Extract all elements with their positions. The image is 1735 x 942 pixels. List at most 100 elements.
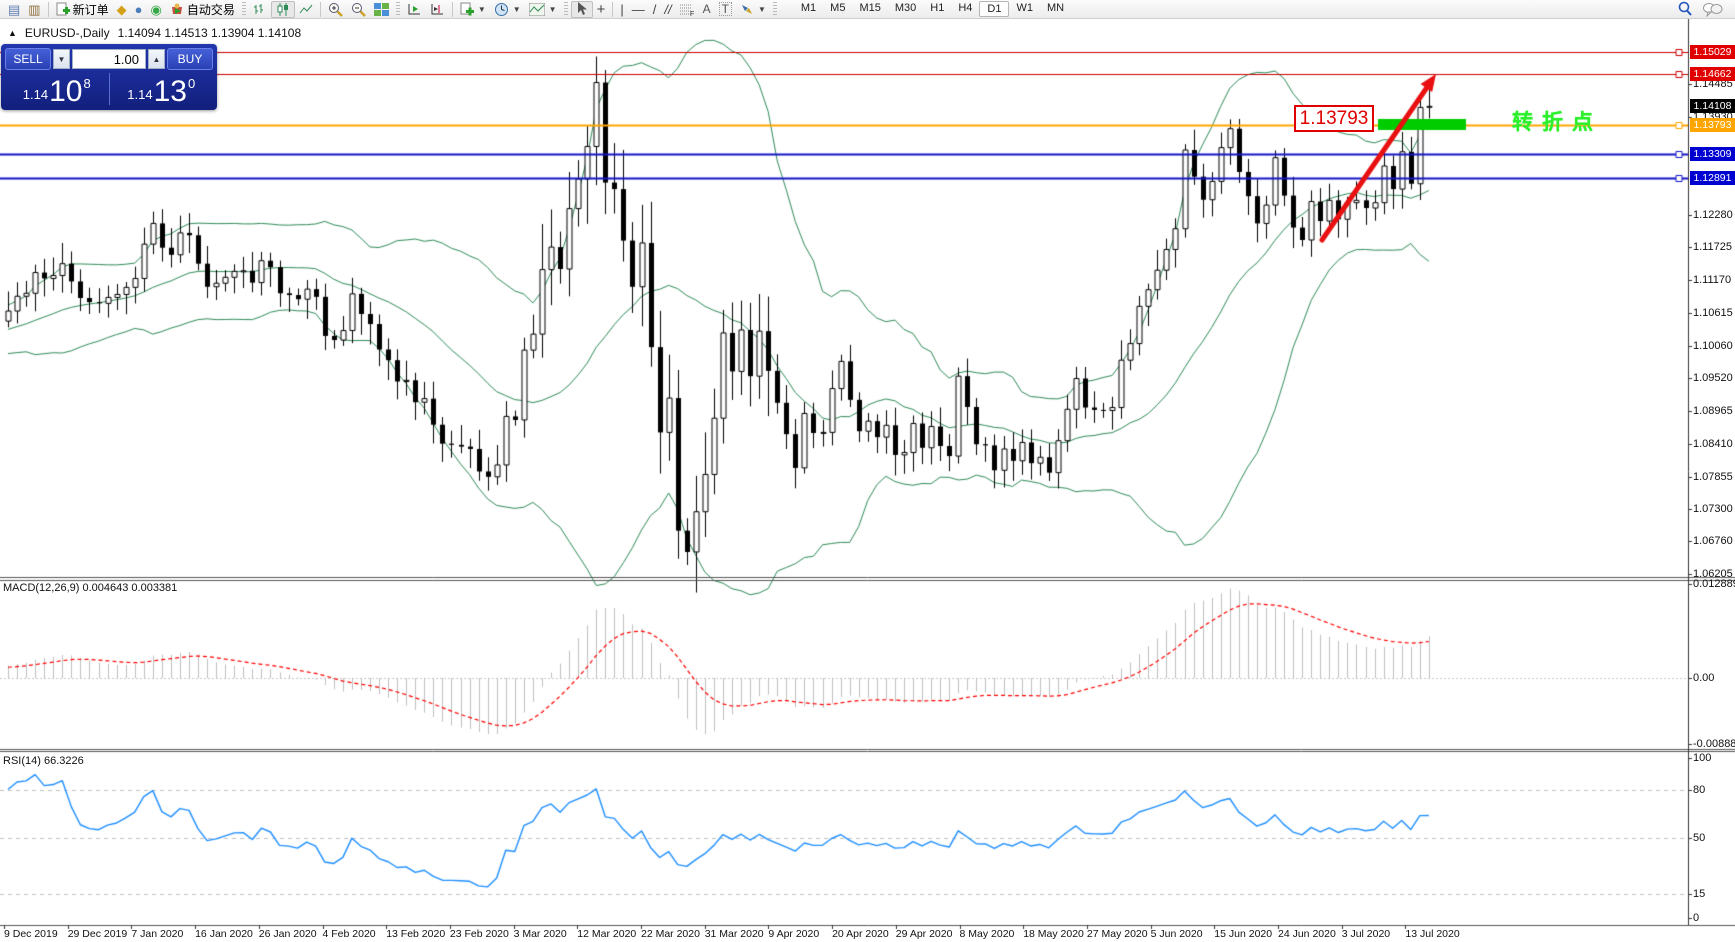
toolbar-separator	[612, 1, 614, 17]
date-axis-label: 20 Apr 2020	[832, 928, 889, 940]
auto-scroll-icon[interactable]	[403, 1, 426, 18]
timeframe-toolbar: M1 M5 M15 M30 H1 H4 D1 W1 MN	[794, 1, 1071, 17]
timeframe-button-MN[interactable]: MN	[1046, 2, 1065, 14]
timeframe-button-H4[interactable]: H4	[958, 2, 973, 14]
date-axis-label: 27 May 2020	[1086, 928, 1148, 940]
chart-shift-icon[interactable]	[426, 1, 449, 18]
ohlc-values: 1.14094 1.14513 1.13904 1.14108	[117, 26, 302, 40]
history-center-icon[interactable]: ◆	[116, 1, 127, 17]
toolbar-grip	[563, 1, 568, 17]
timeframe-button-M1[interactable]: M1	[800, 2, 817, 14]
candlestick-mode-icon[interactable]	[270, 0, 295, 18]
cursor-tool[interactable]	[570, 0, 593, 18]
price-axis-tick: 1.07855	[1693, 470, 1733, 483]
timeframe-button-M15[interactable]: M15	[859, 2, 881, 14]
toolbar-separator	[47, 1, 49, 17]
market-watch-icon[interactable]: ▥	[28, 1, 41, 17]
date-axis-label: 29 Apr 2020	[895, 928, 953, 940]
chart-title: ▲ EURUSD-,Daily 1.14094 1.14513 1.13904 …	[8, 26, 301, 40]
macd-indicator-label: MACD(12,26,9) 0.004643 0.003381	[3, 582, 178, 594]
text-tool[interactable]: A	[702, 2, 711, 16]
price-tag-1.13309: 1.13309	[1690, 146, 1735, 161]
date-axis-label: 12 Mar 2020	[577, 928, 637, 940]
price-axis-tick: 1.10060	[1693, 339, 1733, 352]
date-axis-label: 22 Mar 2020	[641, 928, 700, 940]
new-order-label: 新订单	[72, 2, 109, 17]
volume-increase-button[interactable]: ▲	[148, 49, 165, 69]
vertical-line-tool[interactable]: |	[620, 1, 624, 17]
arrows-tool[interactable]: ▼	[736, 1, 770, 18]
price-tag-1.12891: 1.12891	[1690, 171, 1735, 186]
rsi-axis-tick: 15	[1693, 888, 1706, 900]
price-axis-tick: 1.08965	[1693, 404, 1733, 417]
autotrade-button[interactable]: 自动交易	[166, 1, 239, 18]
community-icon[interactable]: ●	[134, 1, 143, 17]
zoom-in-icon[interactable]	[324, 1, 347, 18]
date-axis-label: 4 Feb 2020	[322, 928, 376, 940]
fibonacci-tool[interactable]: F	[676, 1, 699, 18]
tile-windows-icon[interactable]	[370, 1, 393, 18]
timeframe-button-M5[interactable]: M5	[830, 2, 846, 14]
price-annotation-box[interactable]: 1.13793	[1294, 105, 1374, 132]
rsi-axis-tick: 80	[1693, 784, 1706, 796]
date-axis-label: 15 Jun 2020	[1214, 928, 1273, 940]
toolbar-grip	[241, 1, 246, 17]
channel-tool[interactable]: //	[664, 1, 672, 17]
collapse-marker-icon[interactable]: ▲	[8, 28, 17, 38]
buy-button[interactable]: BUY	[167, 48, 213, 70]
volume-decrease-button[interactable]: ▼	[53, 49, 70, 69]
date-axis-label: 13 Feb 2020	[386, 928, 446, 940]
timeframe-menu-button[interactable]: ▼	[490, 1, 525, 18]
trendline-tool[interactable]: /	[652, 1, 657, 17]
line-chart-mode-icon[interactable]	[295, 1, 317, 18]
price-axis-tick: 1.09520	[1693, 371, 1733, 384]
toolbar-grip	[772, 1, 777, 17]
date-axis-label: 3 Jul 2020	[1341, 928, 1391, 940]
indicators-menu-button[interactable]: ▼	[525, 1, 561, 18]
price-axis-tick: 1.14485	[1693, 78, 1733, 90]
text-label-tool[interactable]: T	[715, 1, 736, 18]
sell-button[interactable]: SELL	[5, 48, 51, 70]
turning-point-note[interactable]: 转折点	[1512, 111, 1602, 134]
crosshair-tool[interactable]: +	[596, 0, 606, 18]
timeframe-button-D1[interactable]: D1	[979, 1, 1010, 17]
search-icon[interactable]	[1677, 1, 1693, 17]
toolbar-right-group	[1677, 1, 1731, 17]
price-axis-tick: 1.10615	[1693, 307, 1733, 320]
one-click-trading-panel: SELL ▼ 1.00 ▲ BUY 1.14 10 8 1.14 13 0	[1, 44, 217, 110]
sell-price[interactable]: 1.14 10 8	[22, 75, 91, 108]
buy-price[interactable]: 1.14 13 0	[127, 75, 196, 108]
new-order-button[interactable]: 新订单	[52, 1, 113, 18]
date-axis-label: 9 Dec 2019	[4, 928, 58, 940]
toolbar-grip	[395, 1, 400, 17]
rsi-axis-tick: 50	[1693, 832, 1706, 844]
signals-icon[interactable]: ◉	[150, 1, 162, 17]
zoom-out-icon[interactable]	[347, 1, 370, 18]
timeframe-button-M30[interactable]: M30	[894, 2, 917, 14]
chat-icon[interactable]	[1703, 2, 1723, 17]
timeframe-button-W1[interactable]: W1	[1016, 2, 1033, 14]
rsi-axis-tick: 100	[1693, 752, 1712, 764]
price-axis-tick: 1.11725	[1693, 241, 1732, 254]
timeframe-button-H1[interactable]: H1	[930, 2, 945, 14]
chart-window-icon[interactable]: ▤	[8, 1, 21, 17]
horizontal-line-tool[interactable]: —	[631, 1, 645, 17]
svg-text:F: F	[690, 11, 694, 16]
date-axis-label: 23 Feb 2020	[449, 928, 509, 940]
panel-divider	[108, 73, 110, 105]
symbol-period-label: EURUSD-,Daily	[24, 26, 110, 40]
date-axis-label: 9 Apr 2020	[768, 928, 820, 940]
templates-button[interactable]: ▼	[456, 1, 490, 18]
toolbar-separator	[319, 1, 321, 17]
date-axis-label: 26 Jan 2020	[258, 928, 317, 940]
bar-chart-mode-icon[interactable]	[249, 1, 271, 18]
rsi-indicator-label: RSI(14) 66.3226	[3, 755, 84, 767]
price-tag-1.14108: 1.14108	[1690, 99, 1735, 114]
price-tag-1.15029: 1.15029	[1690, 44, 1735, 59]
rsi-axis-tick: 0	[1693, 912, 1700, 924]
date-axis-label: 13 Jul 2020	[1405, 928, 1460, 940]
price-tag-1.14662: 1.14662	[1690, 66, 1735, 81]
volume-input[interactable]: 1.00	[72, 49, 146, 69]
price-axis-tick: 1.11170	[1693, 274, 1732, 287]
